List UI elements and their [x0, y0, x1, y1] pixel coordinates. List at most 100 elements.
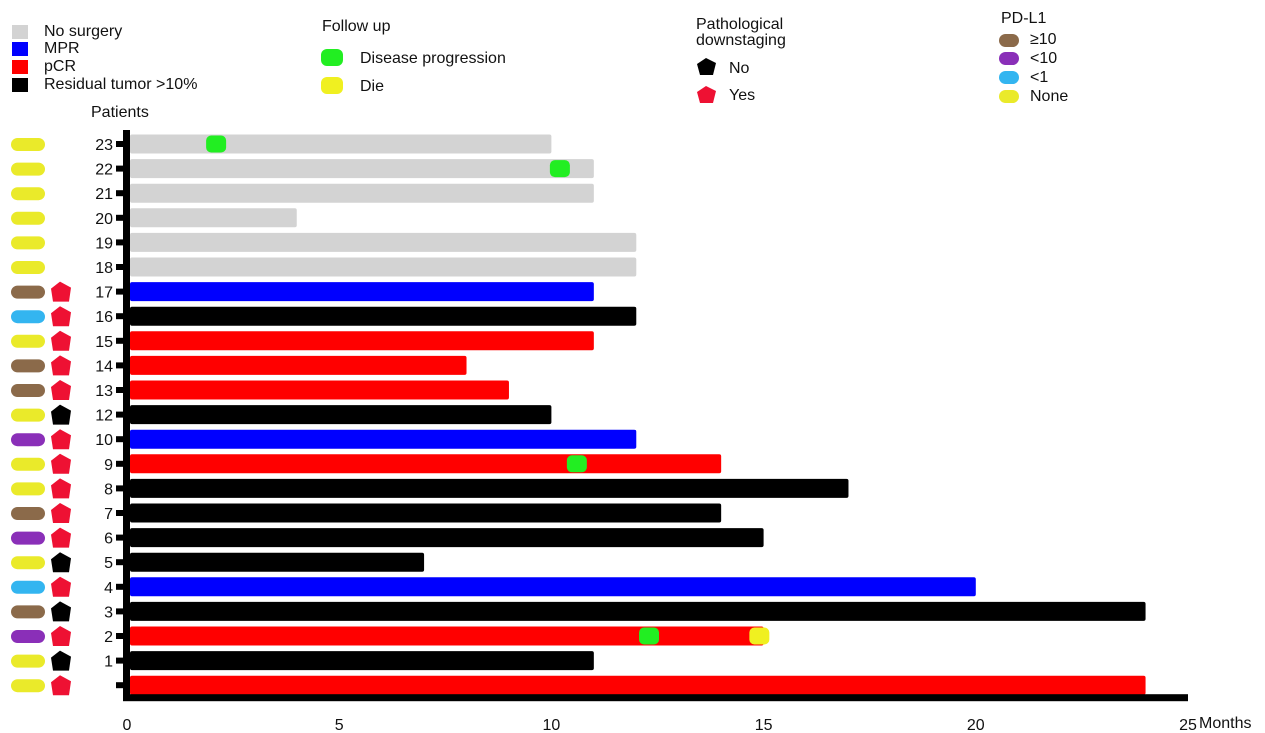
- y-tick: [116, 633, 127, 639]
- pdl1-ge10-swatch: [999, 34, 1019, 47]
- pdl1-lt1-swatch: [999, 71, 1019, 84]
- y-tick: [116, 337, 127, 344]
- bar-patient-13: [130, 380, 509, 400]
- pdl1-pill: [11, 630, 45, 643]
- pdl1-pill: [11, 408, 45, 422]
- bar-patient-9: [130, 454, 722, 474]
- tick-label-patient-23: 23: [95, 137, 113, 154]
- tick-label-patient-16: 16: [95, 309, 113, 326]
- downstaging-marker: [51, 330, 71, 351]
- die-marker: [749, 627, 770, 645]
- pcr-swatch: [12, 60, 28, 74]
- bar-patient-2: [130, 626, 764, 646]
- disease-progression-label: Disease progression: [360, 50, 506, 67]
- pdl1-pill: [11, 310, 45, 324]
- x-axis-label: Months: [1199, 715, 1251, 732]
- downstaging-yes-icon: [697, 86, 716, 103]
- tick-label-patient-7: 7: [104, 506, 113, 523]
- bar-patient-10: [130, 429, 637, 449]
- pcr-label: pCR: [44, 58, 77, 75]
- y-tick: [116, 657, 127, 664]
- pdl1-pill: [11, 211, 45, 225]
- tick-label-patient-4: 4: [104, 580, 113, 597]
- tick-label-patient-17: 17: [95, 285, 113, 302]
- progression-marker: [549, 160, 570, 178]
- tick-label-patient-6: 6: [104, 531, 113, 548]
- downstaging-marker: [51, 601, 71, 622]
- downstaging-marker: [51, 626, 71, 646]
- pdl1-lt10-label: <10: [1030, 50, 1058, 67]
- pdl1-pill: [11, 334, 45, 348]
- y-tick: [116, 436, 127, 443]
- no-surgery-swatch: [12, 25, 28, 39]
- tick-label-patient-8: 8: [104, 481, 113, 498]
- pdl1-ge10-label: ≥10: [1030, 31, 1057, 48]
- downstaging-marker: [51, 281, 71, 302]
- y-tick: [116, 608, 127, 615]
- bar-patient-21: [130, 183, 594, 203]
- progression-marker: [206, 135, 227, 153]
- disease-progression-marker-icon: [321, 49, 343, 66]
- x-tick-label-25: 25: [1179, 717, 1197, 733]
- no-surgery-label: No surgery: [44, 23, 123, 40]
- pdl1-title: PD-L1: [1001, 10, 1047, 27]
- bar-patient-16: [130, 306, 637, 326]
- pdl1-pill: [11, 162, 45, 176]
- pdl1-pill: [11, 433, 45, 447]
- mpr-label: MPR: [44, 40, 80, 57]
- y-tick: [116, 583, 127, 590]
- bar-patient-18: [130, 257, 637, 277]
- x-tick-label-5: 5: [335, 717, 344, 733]
- pdl1-pill: [11, 384, 45, 397]
- tick-label-patient-19: 19: [95, 235, 113, 252]
- downstaging-marker: [51, 552, 71, 573]
- pdl1-pill: [11, 285, 45, 299]
- pdl1-lt10-swatch: [999, 52, 1019, 65]
- followup-title: Follow up: [322, 18, 391, 35]
- bar-patient-23: [130, 134, 552, 154]
- downstaging-marker: [51, 429, 71, 450]
- bar-patient-1: [130, 651, 594, 671]
- downstaging-marker: [51, 675, 71, 696]
- tick-label-patient-18: 18: [95, 260, 113, 277]
- x-tick-label-10: 10: [543, 717, 561, 733]
- progression-marker: [639, 627, 660, 645]
- downstaging-marker: [51, 380, 71, 400]
- tick-label-patient-20: 20: [95, 211, 113, 228]
- pdl1-pill: [11, 457, 45, 471]
- pdl1-lt1-label: <1: [1030, 69, 1049, 86]
- x-tick-label-20: 20: [967, 717, 985, 733]
- y-tick: [116, 411, 127, 418]
- bar-patient-17: [130, 282, 594, 302]
- pdl1-pill: [11, 482, 45, 496]
- pdl1-pill: [11, 531, 45, 545]
- pdl1-pill: [11, 654, 45, 668]
- downstaging-no-label: No: [729, 60, 750, 77]
- downstaging-no-icon: [697, 58, 716, 75]
- tick-label-patient-13: 13: [95, 383, 113, 400]
- bar-patient-3: [130, 601, 1146, 621]
- tick-label-patient-21: 21: [95, 186, 113, 203]
- downstaging-marker: [51, 404, 71, 425]
- pdl1-none-swatch: [999, 90, 1019, 103]
- downstaging-yes-label: Yes: [729, 87, 756, 104]
- bar-patient-4: [130, 577, 976, 597]
- y-tick: [116, 362, 127, 369]
- bar-patient-8: [130, 478, 849, 498]
- downstaging-marker: [51, 355, 71, 376]
- downstaging-marker: [51, 527, 71, 548]
- pdl1-pill: [11, 261, 45, 274]
- die-marker-icon: [321, 77, 343, 94]
- mpr-swatch: [12, 42, 28, 56]
- x-tick-label-15: 15: [755, 717, 773, 733]
- downstaging-marker: [51, 503, 71, 523]
- y-tick: [116, 485, 127, 492]
- bar-patient-7: [130, 503, 722, 523]
- downstaging-marker: [51, 478, 71, 499]
- downstaging-title-line2: downstaging: [696, 32, 786, 49]
- y-tick: [116, 190, 127, 197]
- y-tick: [116, 682, 127, 689]
- bar-patient-19: [130, 232, 637, 252]
- pdl1-pill: [11, 138, 45, 151]
- pdl1-pill: [11, 580, 45, 594]
